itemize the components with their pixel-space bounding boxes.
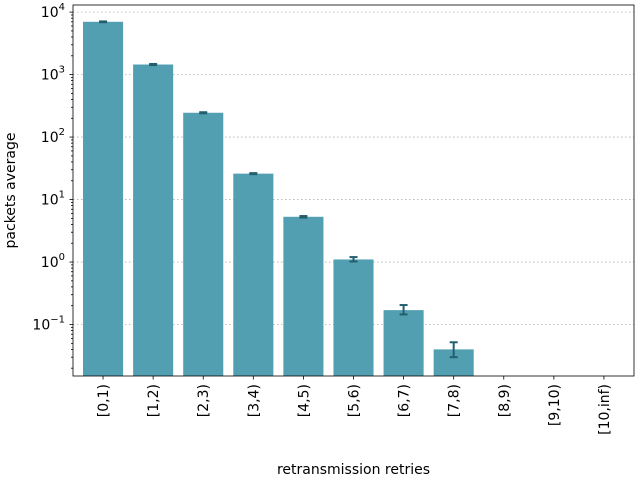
bar (383, 310, 424, 376)
x-axis: [0,1) [1,2) [2,3) [3,4) [4,5) [5,6) [6,7) [7,8)… (96, 376, 613, 435)
plot-frame (72, 4, 635, 377)
error-bar (149, 62, 158, 67)
bar (133, 64, 174, 376)
x-tick-label: [9,10) (547, 384, 563, 426)
error-bar (99, 20, 108, 24)
x-tick-label: [6,7) (397, 384, 413, 417)
bar (183, 112, 224, 376)
bar (233, 173, 274, 376)
bar (83, 21, 124, 377)
error-bar (249, 172, 258, 176)
y-tick-label: 100 (41, 252, 65, 271)
bar (283, 216, 324, 376)
x-axis-title: retransmission retries (277, 462, 430, 478)
y-tick-label: 103 (41, 65, 65, 84)
error-bar (399, 304, 408, 316)
x-tick-label: [2,3) (196, 384, 212, 417)
x-tick-label: [4,5) (296, 384, 312, 417)
y-tick-label: 102 (41, 127, 65, 146)
x-tick-label: [7,8) (447, 384, 463, 417)
x-tick-label: [3,4) (246, 384, 262, 417)
y-tick-label: 10−1 (32, 315, 65, 334)
x-tick-label: [0,1) (96, 384, 112, 417)
bars (83, 21, 474, 377)
x-tick-label: [1,2) (146, 384, 162, 417)
x-tick-label: [8,9) (497, 384, 513, 417)
y-tick-label: 104 (41, 2, 65, 21)
y-axis: 10−1 100 101 102 103 104 (32, 2, 73, 369)
error-bar (349, 256, 358, 263)
y-tick-label: 101 (41, 190, 65, 209)
y-axis-title: packets average (3, 133, 19, 249)
error-bar (199, 111, 208, 115)
x-tick-label: [10,inf) (597, 384, 613, 435)
error-bars (99, 20, 458, 359)
error-bar (299, 215, 308, 219)
error-bar (449, 341, 458, 359)
bar (333, 259, 374, 376)
x-tick-label: [5,6) (347, 384, 363, 417)
